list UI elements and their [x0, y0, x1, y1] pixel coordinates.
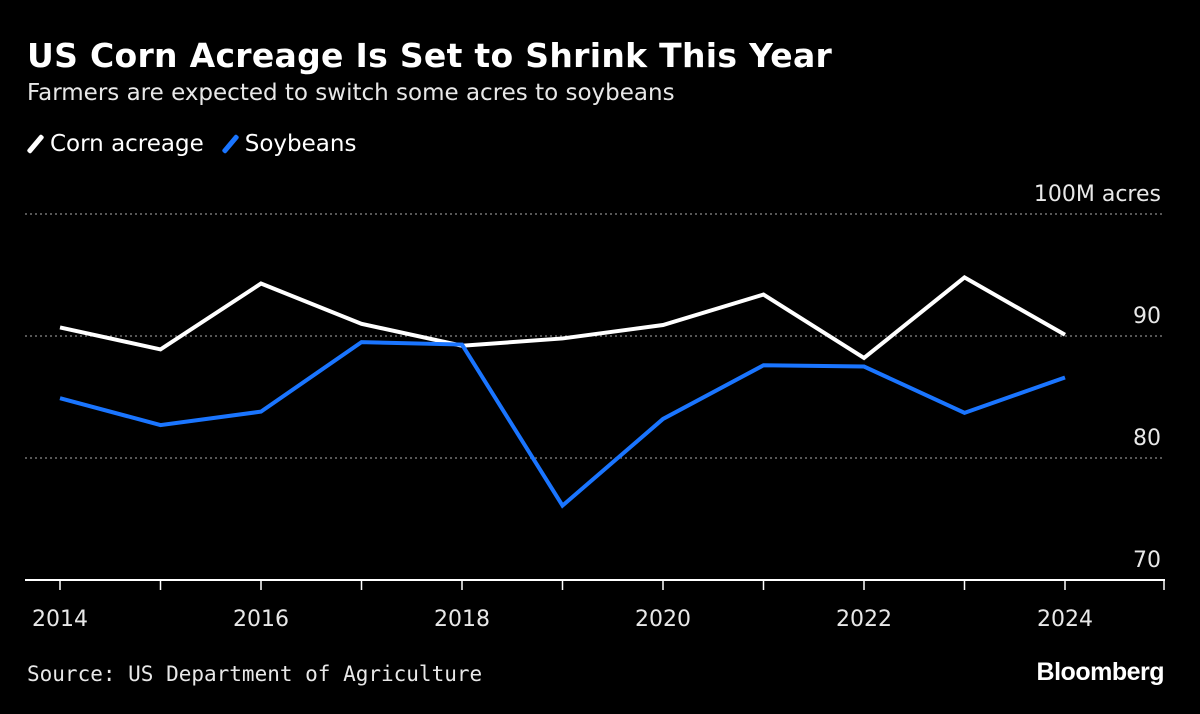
bloomberg-logo: Bloomberg	[1036, 658, 1165, 686]
x-tick-label: 2018	[434, 607, 490, 632]
series-line-corn	[59, 275, 1066, 361]
legend-item-corn: Corn acreage	[26, 131, 204, 157]
legend: Corn acreage Soybeans	[26, 131, 374, 157]
x-tick-label: 2020	[635, 607, 691, 632]
y-tick-label: 90	[1133, 304, 1161, 329]
source-note: Source: US Department of Agriculture	[27, 662, 483, 686]
legend-label-soybeans: Soybeans	[244, 131, 357, 157]
y-tick-label: 100M acres	[1034, 182, 1161, 207]
x-tick-label: 2016	[233, 607, 289, 632]
legend-label-corn: Corn acreage	[50, 131, 204, 157]
chart-title: US Corn Acreage Is Set to Shrink This Ye…	[27, 36, 833, 75]
y-tick-label: 80	[1133, 426, 1161, 451]
x-tick-label: 2024	[1037, 607, 1093, 632]
y-tick-label: 70	[1133, 548, 1161, 573]
x-tick-label: 2022	[836, 607, 892, 632]
x-tick-label: 2014	[32, 607, 88, 632]
series-line-soybeans	[59, 340, 1066, 509]
legend-item-soybeans: Soybeans	[221, 131, 357, 157]
chart-subtitle: Farmers are expected to switch some acre…	[27, 80, 675, 106]
